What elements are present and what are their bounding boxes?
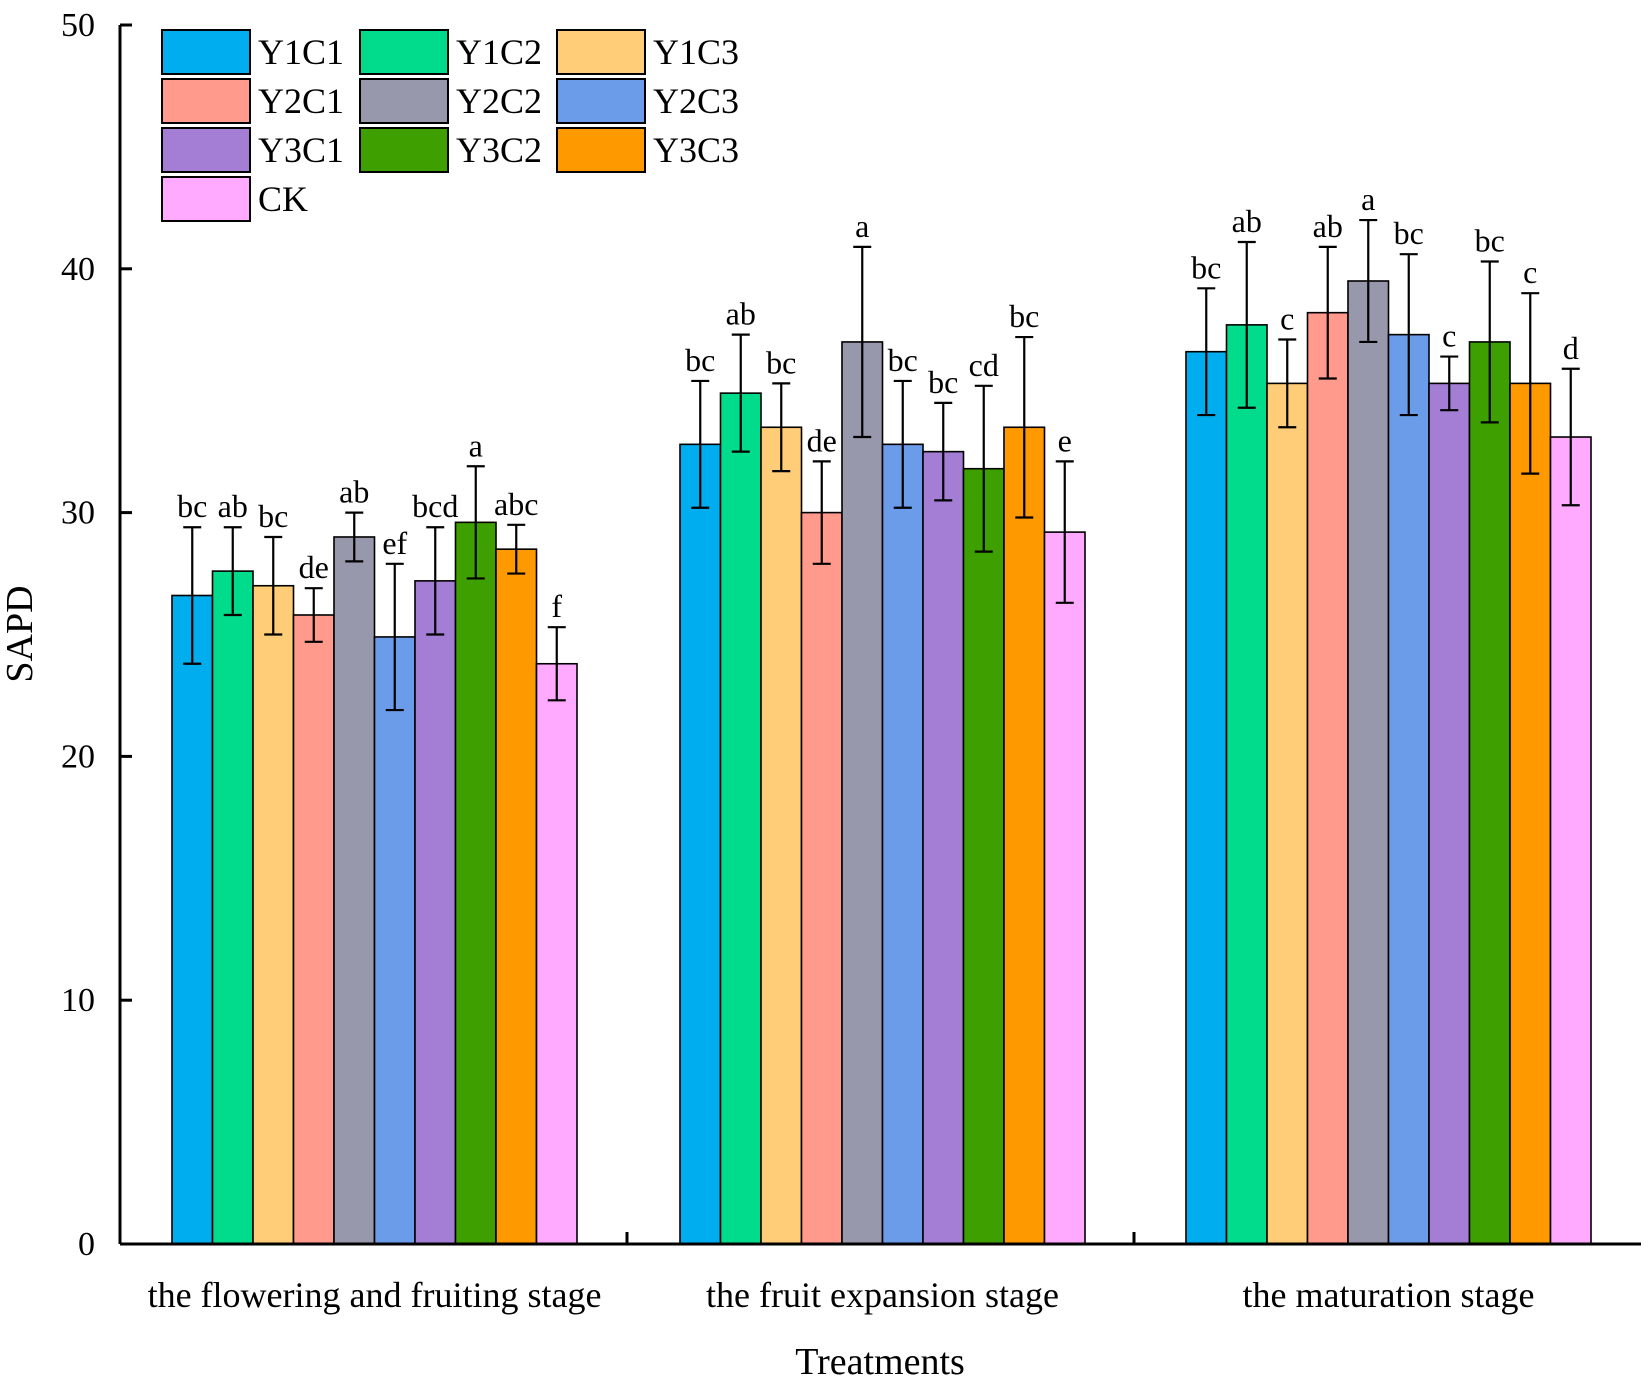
significance-letter: ab	[218, 488, 248, 524]
legend-label: Y3C2	[456, 130, 542, 170]
significance-letter: ef	[382, 525, 407, 561]
y-axis-label: SAPD	[0, 585, 41, 682]
significance-letter: bc	[1191, 249, 1221, 285]
significance-letter: a	[1361, 181, 1375, 217]
significance-letter: ab	[1313, 208, 1343, 244]
y-tick-label: 40	[61, 251, 95, 288]
significance-letter: c	[1280, 301, 1294, 337]
legend: Y1C1 Y1C2 Y1C3 Y2C1 Y2C2 Y2C3 Y3C1 Y3C2 Y3C3 CK	[161, 29, 739, 222]
significance-letter: cd	[969, 347, 999, 383]
legend-swatch-y3c1	[161, 127, 251, 173]
legend-label: Y3C3	[653, 130, 739, 170]
bar-ck	[535, 662, 578, 1245]
significance-letter: bc	[766, 344, 796, 380]
legend-swatch-y1c2	[359, 29, 449, 75]
bar-y3c3	[1003, 426, 1046, 1245]
significance-letter: bc	[685, 342, 715, 378]
bar-y2c2	[1347, 280, 1390, 1245]
y-tick-label: 50	[61, 7, 95, 44]
bar-y3c3	[1509, 382, 1552, 1245]
bar-y1c2	[719, 392, 762, 1245]
significance-letter: c	[1523, 254, 1537, 290]
bar-y2c2	[841, 341, 884, 1245]
x-axis-label: Treatments	[795, 1341, 965, 1383]
legend-swatch-y2c2	[359, 78, 449, 124]
significance-letter: e	[1058, 422, 1072, 458]
legend-label: Y1C3	[653, 32, 739, 72]
bars-layer	[171, 280, 1592, 1245]
significance-letter: abc	[494, 486, 538, 522]
bar-y3c1	[922, 450, 965, 1245]
significance-letter: de	[299, 549, 329, 585]
significance-letter: ab	[339, 474, 369, 510]
significance-letter: bc	[1475, 222, 1505, 258]
legend-label: Y3C1	[258, 130, 344, 170]
legend-swatch-y1c1	[161, 29, 251, 75]
significance-letter: ab	[1232, 203, 1262, 239]
bar-y2c1	[800, 511, 843, 1245]
bar-y2c3	[881, 443, 924, 1245]
legend-label: CK	[258, 179, 308, 219]
significance-letters-layer: bcbcbcabababbcbccdedeababaaefbcbcbcdbcca…	[177, 181, 1579, 624]
significance-letter: a	[469, 427, 483, 463]
legend-label: Y2C3	[653, 81, 739, 121]
bar-y1c3	[760, 426, 803, 1245]
legend-label: Y2C2	[456, 81, 542, 121]
axes	[118, 25, 1641, 1246]
bar-y2c1	[292, 614, 335, 1245]
x-ticks: the flowering and fruiting stage the frui…	[148, 1232, 1535, 1315]
significance-letter: bc	[888, 342, 918, 378]
bar-y1c2	[211, 570, 254, 1245]
bar-y3c2	[1468, 341, 1511, 1245]
y-tick-label: 20	[61, 738, 95, 775]
y-ticks: 0 10 20 30 40 50	[61, 7, 132, 1263]
significance-letter: bc	[928, 364, 958, 400]
significance-letter: de	[807, 422, 837, 458]
significance-letter: d	[1563, 330, 1579, 366]
bar-y2c2	[333, 536, 376, 1245]
bar-y1c1	[679, 443, 722, 1245]
bar-y1c1	[1185, 350, 1228, 1245]
legend-label: Y1C2	[456, 32, 542, 72]
legend-swatch-y2c3	[556, 78, 646, 124]
x-tick-label: the fruit expansion stage	[706, 1275, 1059, 1315]
legend-swatch-ck	[161, 176, 251, 222]
x-tick-label: the flowering and fruiting stage	[148, 1275, 602, 1315]
y-tick-label: 30	[61, 495, 95, 532]
significance-letter: bc	[258, 498, 288, 534]
bar-y1c1	[171, 594, 214, 1245]
x-tick-label: the maturation stage	[1243, 1275, 1535, 1315]
error-bars-layer	[183, 218, 1580, 712]
bar-y2c3	[373, 636, 416, 1245]
bar-y3c3	[495, 548, 538, 1245]
significance-letter: bc	[177, 488, 207, 524]
legend-swatch-y1c3	[556, 29, 646, 75]
bar-ck	[1549, 436, 1592, 1245]
y-tick-label: 10	[61, 982, 95, 1019]
bar-y3c2	[454, 521, 497, 1245]
bar-y3c1	[1428, 382, 1471, 1245]
significance-letter: a	[855, 208, 869, 244]
bar-y3c1	[414, 580, 457, 1245]
legend-label: Y1C1	[258, 32, 344, 72]
bar-y2c1	[1306, 311, 1349, 1245]
legend-swatch-y2c1	[161, 78, 251, 124]
bar-y1c2	[1225, 324, 1268, 1245]
significance-letter: bcd	[412, 488, 458, 524]
bar-y1c3	[252, 584, 295, 1245]
bar-y2c3	[1387, 333, 1430, 1245]
significance-letter: bc	[1394, 215, 1424, 251]
y-tick-label: 0	[78, 1226, 95, 1263]
legend-swatch-y3c2	[359, 127, 449, 173]
significance-letter: f	[551, 588, 562, 624]
bar-y3c2	[962, 467, 1005, 1245]
legend-swatch-y3c3	[556, 127, 646, 173]
legend-label: Y2C1	[258, 81, 344, 121]
bar-y1c3	[1266, 382, 1309, 1245]
significance-letter: ab	[726, 296, 756, 332]
bar-ck	[1043, 531, 1086, 1245]
significance-letter: c	[1442, 318, 1456, 354]
significance-letter: bc	[1009, 298, 1039, 334]
